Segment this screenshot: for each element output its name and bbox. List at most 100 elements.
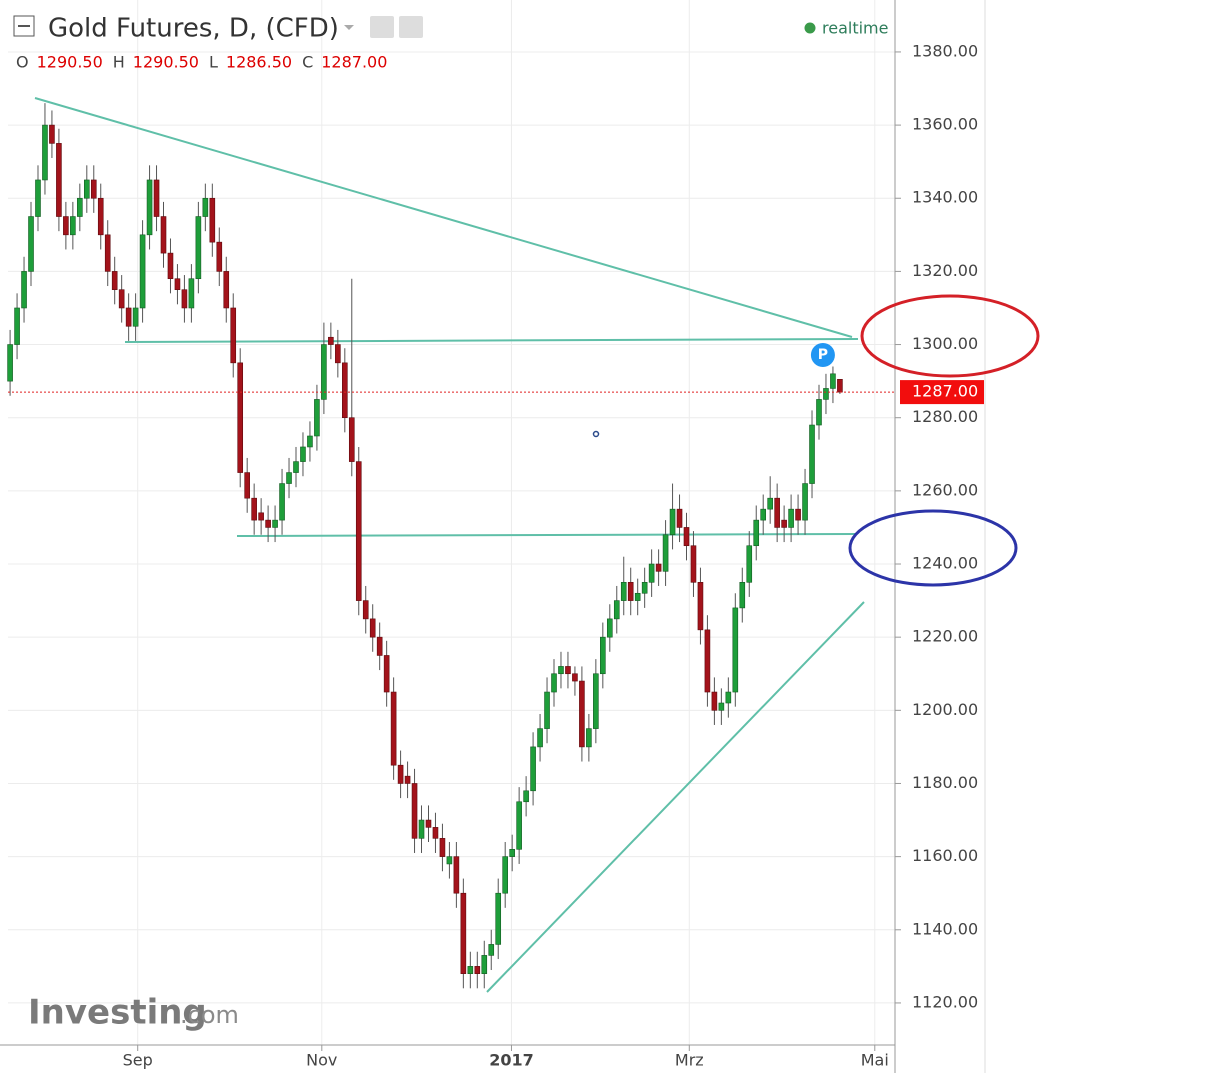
candle-body — [286, 472, 292, 484]
candle-body — [160, 216, 167, 254]
candle-body — [383, 655, 390, 693]
candle-body — [272, 519, 278, 528]
candle-body — [593, 673, 599, 729]
candle-body — [118, 289, 125, 309]
candle-body — [70, 216, 76, 236]
candle-body — [390, 691, 397, 766]
candle-body — [279, 483, 285, 521]
candle-body — [795, 508, 801, 521]
candle-body — [56, 143, 62, 217]
candle-body — [90, 179, 97, 199]
candle-body — [244, 472, 250, 499]
candle-body — [411, 783, 418, 839]
highlight-ellipse — [860, 294, 1040, 378]
candle-body — [606, 618, 613, 638]
candle-body — [328, 336, 334, 345]
candle-body — [683, 527, 690, 547]
candle-body — [195, 216, 202, 280]
candle-body — [97, 197, 104, 236]
header: Gold Futures, D, (CFD) realtime O 1290.50… — [13, 14, 888, 72]
ohlc-value: 1286.50 — [226, 53, 292, 72]
candle-body — [586, 728, 592, 748]
candle-body — [544, 691, 550, 729]
candle-body — [453, 856, 460, 894]
candle-body — [139, 234, 146, 309]
candle-body — [132, 307, 139, 327]
candle-body — [732, 607, 739, 693]
y-tick-label: 1220.00 — [912, 627, 978, 646]
candle-body — [516, 801, 522, 850]
candle-body — [174, 278, 181, 290]
candle-body — [209, 197, 216, 243]
candle-body — [49, 124, 55, 144]
ohlc-key: L — [209, 53, 218, 72]
y-tick-label: 1200.00 — [912, 700, 978, 719]
candle-body — [648, 563, 655, 583]
candle-body — [146, 179, 153, 236]
settings-button[interactable] — [399, 16, 423, 38]
ohlc-key: C — [302, 53, 313, 72]
candle-body — [307, 435, 313, 448]
snapshot-button[interactable] — [370, 16, 394, 38]
candle-body — [439, 838, 446, 857]
candle-body — [369, 618, 376, 638]
candle-body — [348, 417, 355, 462]
candle-body — [125, 307, 132, 327]
candle-body — [265, 519, 271, 528]
y-tick-label: 1320.00 — [912, 261, 978, 280]
x-tick-label: Sep — [123, 1051, 153, 1070]
candle-body — [28, 216, 34, 272]
candles: P — [7, 103, 843, 989]
trendline — [486, 601, 865, 993]
candle-body — [7, 344, 13, 382]
x-tick-label: Mrz — [675, 1051, 704, 1070]
candle-body — [376, 636, 383, 656]
ohlc-key: O — [16, 53, 29, 72]
y-tick-label: 1180.00 — [912, 773, 978, 792]
y-tick-label: 1240.00 — [912, 554, 978, 573]
candle-body — [321, 344, 327, 400]
candle-body — [690, 545, 697, 583]
dropdown-arrow[interactable] — [344, 25, 354, 30]
candle-body — [418, 819, 425, 839]
x-tick-label: Nov — [306, 1051, 337, 1070]
y-tick-label: 1260.00 — [912, 480, 978, 499]
candle-body — [781, 519, 787, 528]
status-text: realtime — [822, 19, 888, 38]
candle-body — [634, 592, 641, 601]
y-tick-label: 1120.00 — [912, 992, 978, 1011]
ohlc-value: 1290.50 — [133, 53, 199, 72]
chart-title: Gold Futures, D, (CFD) — [48, 14, 339, 44]
candle-body — [488, 944, 495, 956]
y-tick-label: 1160.00 — [912, 846, 978, 865]
candle-body — [753, 519, 760, 547]
candle-body — [613, 600, 620, 620]
candle-body — [481, 955, 488, 974]
ohlc-value: 1287.00 — [321, 53, 387, 72]
candle-body — [495, 892, 502, 945]
candle-body — [362, 600, 369, 620]
ohlc-legend: O 1290.50 H 1290.50 L 1286.50 C 1287.00 — [16, 53, 387, 72]
candle-body — [460, 892, 467, 974]
candle-body — [802, 483, 808, 521]
candle-body — [711, 691, 718, 711]
price-axis-panel — [895, 0, 985, 1073]
candle-body — [565, 666, 571, 675]
ohlc-value: 1290.50 — [37, 53, 103, 72]
candle-body — [63, 216, 69, 236]
candle-body — [760, 508, 767, 521]
highlight-ellipse — [848, 509, 1018, 587]
candle-body — [788, 508, 794, 528]
candle-body — [697, 582, 704, 631]
candle-body — [523, 790, 529, 803]
candle-body — [258, 512, 264, 521]
candle-body — [342, 362, 348, 419]
candle-body — [558, 666, 564, 675]
axes: 1120.00 1140.00 1160.00 1180.00 1200.00 1220.… — [8, 41, 984, 1070]
candle-body — [432, 827, 439, 839]
x-tick-label: 2017 — [489, 1051, 534, 1070]
candle-body — [446, 856, 453, 865]
y-tick-label: 1380.00 — [912, 41, 978, 60]
y-tick-label: 1280.00 — [912, 407, 978, 426]
